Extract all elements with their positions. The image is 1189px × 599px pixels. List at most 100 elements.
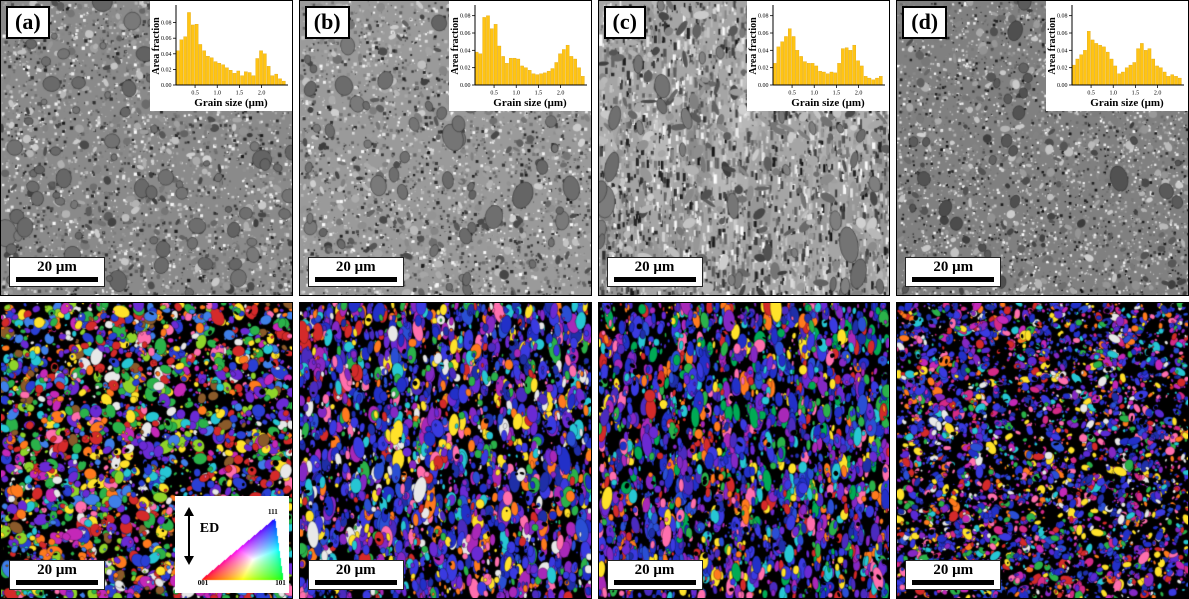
panel-a-ipf-map: 20 μm ED 111 001 101: [0, 302, 293, 599]
ipf-map-d: [897, 303, 1188, 598]
svg-text:Grain size (μm): Grain size (μm): [792, 97, 866, 109]
histogram-svg-a: 0.00 0.02 0.04 0.06 0.08 0.5 1.0 1.5 2.0 Area fra…: [149, 1, 292, 111]
scale-bar-ipf-c: 20 μm: [606, 560, 703, 590]
panel-label-c-text: (c): [612, 9, 637, 34]
scale-bar-text: 20 μm: [634, 259, 675, 275]
svg-text:0.02: 0.02: [1057, 66, 1068, 72]
panel-label-a: (a): [6, 6, 50, 39]
panel-d-sem: (d) 0.00 0.02 0.04 0.06 0.08 0.5 1.0 1.5 2.0 Area…: [896, 0, 1189, 296]
svg-text:0.5: 0.5: [490, 91, 498, 97]
svg-text:2.0: 2.0: [855, 91, 863, 97]
scale-bar-line: [912, 580, 995, 585]
svg-text:0.08: 0.08: [758, 14, 769, 20]
scale-bar-line: [16, 580, 98, 585]
svg-text:0.04: 0.04: [161, 52, 172, 58]
svg-text:Area fraction: Area fraction: [151, 17, 162, 75]
panel-label-a-text: (a): [15, 9, 41, 34]
ipf-map-c: [598, 303, 890, 598]
arrow-shaft: [187, 516, 190, 556]
svg-text:1.0: 1.0: [811, 91, 819, 97]
svg-text:Grain size (μm): Grain size (μm): [194, 97, 268, 109]
histogram-svg-d: 0.00 0.02 0.04 0.06 0.08 0.5 1.0 1.5 2.0 Area fra…: [1046, 1, 1188, 111]
grain-size-histogram-d: 0.00 0.02 0.04 0.06 0.08 0.5 1.0 1.5 2.0 Area fra…: [1046, 1, 1188, 111]
panel-a-sem: (a) 0.00 0.02 0.04 0.06 0.08 0.5 1.0 1.5 2.0 Area…: [0, 0, 293, 296]
histogram-svg-b: 0.00 0.02 0.04 0.06 0.08 0.5 1.0 1.5 2.0 Area fra…: [448, 1, 591, 111]
svg-text:0.04: 0.04: [758, 48, 769, 54]
svg-text:0.5: 0.5: [1087, 91, 1095, 97]
svg-text:0.00: 0.00: [758, 83, 769, 89]
scale-bar-text: 20 μm: [933, 259, 974, 275]
scale-bar-text: 20 μm: [634, 562, 675, 578]
svg-text:1.5: 1.5: [534, 91, 542, 97]
svg-text:0.06: 0.06: [1057, 31, 1068, 37]
grain-size-histogram-b: 0.00 0.02 0.04 0.06 0.08 0.5 1.0 1.5 2.0 Area fra…: [448, 1, 591, 111]
svg-text:1.0: 1.0: [512, 91, 520, 97]
svg-text:Area fraction: Area fraction: [450, 17, 461, 75]
svg-text:0.02: 0.02: [758, 66, 769, 72]
svg-text:0.04: 0.04: [1057, 48, 1068, 54]
svg-text:1.5: 1.5: [833, 91, 841, 97]
panel-label-d-text: (d): [911, 9, 939, 34]
svg-text:1.0: 1.0: [1110, 91, 1118, 97]
scale-bar-sem-a: 20 μm: [9, 257, 105, 287]
scale-bar-ipf-a: 20 μm: [9, 560, 105, 590]
svg-text:0.00: 0.00: [161, 83, 172, 89]
svg-text:0.08: 0.08: [460, 14, 471, 20]
svg-text:0.00: 0.00: [1057, 83, 1068, 89]
svg-text:Area fraction: Area fraction: [748, 17, 759, 75]
panel-label-c: (c): [603, 6, 646, 39]
svg-text:1.0: 1.0: [213, 91, 221, 97]
svg-text:2.0: 2.0: [258, 91, 266, 97]
svg-text:0.06: 0.06: [460, 31, 471, 37]
arrow-down-icon: [183, 556, 194, 565]
svg-text:Grain size (μm): Grain size (μm): [1090, 97, 1164, 109]
corner-label-111: 111: [268, 508, 278, 516]
panel-b-ipf-map: 20 μm: [298, 302, 592, 599]
scale-bar-ipf-d: 20 μm: [905, 560, 1002, 590]
ipf-color-triangle: 111 001 101: [198, 507, 286, 587]
scale-bar-text: 20 μm: [37, 259, 77, 275]
scale-bar-line: [613, 580, 696, 585]
ipf-map-b: [299, 303, 591, 598]
scale-bar-text: 20 μm: [335, 259, 376, 275]
ipf-triangle-gradient: [199, 517, 284, 581]
panel-label-b-text: (b): [313, 9, 341, 34]
panel-d-ipf-map: 20 μm: [896, 302, 1189, 599]
scale-bar-text: 20 μm: [37, 562, 77, 578]
grain-size-histogram-a: 0.00 0.02 0.04 0.06 0.08 0.5 1.0 1.5 2.0 Area fra…: [149, 1, 292, 111]
svg-text:0.04: 0.04: [460, 48, 471, 54]
scale-bar-sem-c: 20 μm: [606, 257, 703, 287]
scale-bar-line: [314, 580, 397, 585]
scale-bar-line: [613, 277, 696, 282]
panel-b-sem: (b) 0.00 0.02 0.04 0.06 0.08 0.5 1.0 1.5 2.0 Area…: [298, 0, 592, 296]
svg-text:0.5: 0.5: [789, 91, 797, 97]
scale-bar-sem-d: 20 μm: [905, 257, 1002, 287]
svg-text:1.5: 1.5: [1132, 91, 1140, 97]
svg-text:0.5: 0.5: [191, 91, 199, 97]
scale-bar-line: [314, 277, 397, 282]
svg-text:2.0: 2.0: [556, 91, 564, 97]
grain-size-histogram-c: 0.00 0.02 0.04 0.06 0.08 0.5 1.0 1.5 2.0 Area fra…: [747, 1, 890, 111]
scale-bar-ipf-b: 20 μm: [307, 560, 404, 590]
scale-bar-text: 20 μm: [933, 562, 974, 578]
scale-bar-sem-b: 20 μm: [307, 257, 404, 287]
scale-bar-line: [16, 277, 98, 282]
scale-bar-line: [912, 277, 995, 282]
svg-text:Grain size (μm): Grain size (μm): [493, 97, 567, 109]
svg-text:0.08: 0.08: [1057, 14, 1068, 20]
svg-text:2.0: 2.0: [1154, 91, 1162, 97]
svg-text:1.5: 1.5: [235, 91, 243, 97]
corner-label-101: 101: [275, 579, 286, 587]
histogram-svg-c: 0.00 0.02 0.04 0.06 0.08 0.5 1.0 1.5 2.0 Area fra…: [747, 1, 890, 111]
panel-label-d: (d): [902, 6, 948, 39]
scale-bar-text: 20 μm: [335, 562, 376, 578]
svg-text:0.06: 0.06: [161, 36, 172, 42]
panel-c-sem: (c) 0.00 0.02 0.04 0.06 0.08 0.5 1.0 1.5 2.0 Area…: [597, 0, 891, 296]
corner-label-001: 001: [197, 579, 209, 587]
svg-text:0.06: 0.06: [758, 31, 769, 37]
panel-c-ipf-map: 20 μm: [597, 302, 891, 599]
svg-text:0.02: 0.02: [161, 67, 172, 73]
ipf-color-key: ED 111 001 101: [174, 496, 289, 593]
ed-direction-arrow: [183, 507, 194, 565]
